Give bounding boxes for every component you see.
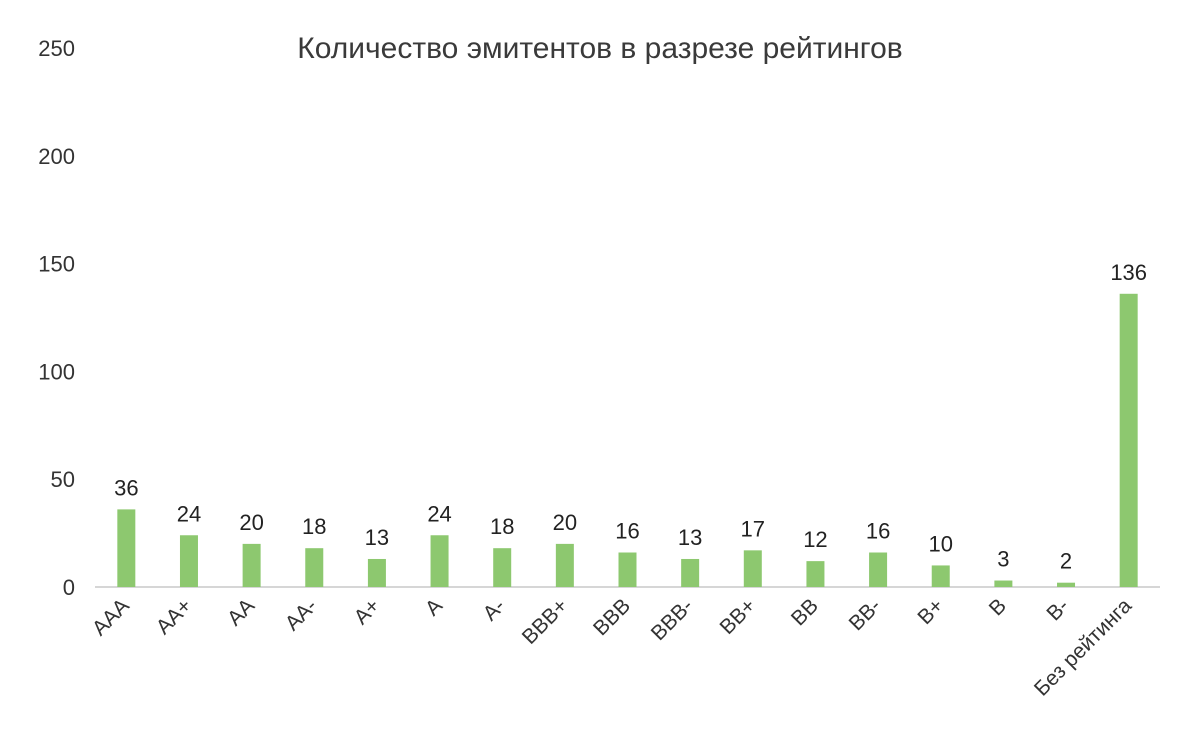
data-label: 13 xyxy=(365,525,389,550)
data-labels: 36 24 20 18 13 24 18 20 16 13 17 12 16 10 3 2 136 xyxy=(114,260,1147,574)
data-label: 13 xyxy=(678,525,702,550)
data-label: 20 xyxy=(553,510,577,535)
x-axis-tick-labels: AAA AA+ AA AA- A+ A A- BBB+ BBB BBB- BB+ BB BB- B+ B B-… xyxy=(88,594,1137,701)
y-tick-label: 0 xyxy=(63,575,75,600)
bar xyxy=(994,580,1013,587)
bar xyxy=(555,543,574,587)
bar xyxy=(367,558,386,587)
data-label: 16 xyxy=(615,519,639,544)
bar xyxy=(806,561,825,587)
x-tick-label: A xyxy=(421,594,447,620)
data-label: 12 xyxy=(803,527,827,552)
bar xyxy=(117,509,136,587)
x-tick-label: BB- xyxy=(845,594,886,635)
x-tick-label: AAA xyxy=(88,594,134,640)
bars xyxy=(117,293,1138,587)
data-label: 3 xyxy=(997,547,1009,572)
data-label: 18 xyxy=(302,514,326,539)
bar xyxy=(1057,582,1076,587)
data-label: 10 xyxy=(928,531,952,556)
bar xyxy=(179,535,198,587)
data-label: 2 xyxy=(1060,549,1072,574)
y-tick-label: 200 xyxy=(38,144,75,169)
data-label: 136 xyxy=(1110,260,1147,285)
x-tick-label: AA xyxy=(223,594,259,630)
data-label: 20 xyxy=(239,510,263,535)
bar xyxy=(242,543,261,587)
x-tick-label: BBB- xyxy=(647,594,698,645)
bar xyxy=(869,552,888,587)
x-tick-label: BBB xyxy=(589,594,635,640)
data-label: 36 xyxy=(114,475,138,500)
x-tick-label: A+ xyxy=(350,594,385,629)
data-label: 24 xyxy=(427,501,451,526)
data-label: 24 xyxy=(177,501,201,526)
y-tick-label: 50 xyxy=(51,467,75,492)
x-tick-label: BB+ xyxy=(716,594,761,639)
data-label: 16 xyxy=(866,519,890,544)
bar xyxy=(681,558,700,587)
y-tick-label: 100 xyxy=(38,359,75,384)
x-tick-label: BB xyxy=(787,594,823,630)
bar xyxy=(1119,293,1138,587)
x-tick-label: AA- xyxy=(281,594,322,635)
bar xyxy=(743,550,762,587)
x-tick-label: B- xyxy=(1042,594,1073,625)
x-tick-label: A- xyxy=(479,594,510,625)
y-tick-label: 150 xyxy=(38,252,75,277)
x-tick-label: B+ xyxy=(913,594,948,629)
bar xyxy=(305,548,324,587)
data-label: 18 xyxy=(490,514,514,539)
x-tick-label: B xyxy=(985,594,1011,620)
bar xyxy=(931,565,950,587)
x-tick-label: AA+ xyxy=(152,594,197,639)
bar xyxy=(493,548,512,587)
y-tick-label: 250 xyxy=(38,36,75,61)
bar xyxy=(430,535,449,587)
x-tick-label: BBB+ xyxy=(518,594,573,649)
bar xyxy=(618,552,637,587)
data-label: 17 xyxy=(741,516,765,541)
y-axis: 0 50 100 150 200 250 xyxy=(38,36,75,600)
chart-title: Количество эмитентов в разрезе рейтингов xyxy=(297,32,902,65)
